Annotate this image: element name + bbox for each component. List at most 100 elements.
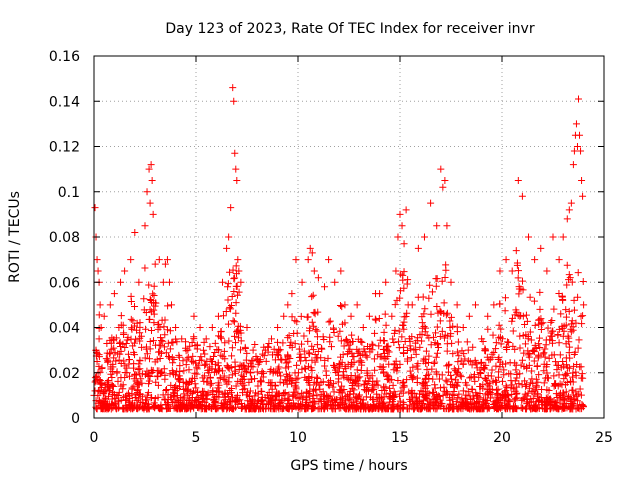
data-point <box>513 261 521 269</box>
data-point <box>158 349 166 357</box>
data-point <box>443 340 451 348</box>
data-point <box>508 267 516 275</box>
data-point <box>96 388 104 396</box>
data-point <box>403 376 411 384</box>
data-point <box>400 349 408 357</box>
data-point <box>301 364 309 372</box>
data-point <box>105 392 113 400</box>
data-point <box>456 371 464 379</box>
data-point <box>402 206 410 214</box>
data-point <box>514 176 522 184</box>
data-point <box>169 389 177 397</box>
data-point <box>99 402 107 410</box>
data-point <box>304 256 312 264</box>
data-point <box>313 392 321 400</box>
data-point <box>237 337 245 345</box>
data-point <box>324 404 332 412</box>
data-point <box>398 333 406 341</box>
data-point <box>362 352 370 360</box>
data-point <box>488 366 496 374</box>
data-point <box>481 346 489 354</box>
data-point <box>151 302 159 310</box>
data-point <box>475 403 483 411</box>
data-point <box>574 269 582 277</box>
data-point <box>294 390 302 398</box>
data-point <box>196 324 204 331</box>
data-point <box>268 385 276 393</box>
data-point <box>306 381 314 389</box>
data-point <box>258 370 266 378</box>
data-point <box>571 396 579 404</box>
data-point <box>324 397 332 405</box>
data-point <box>574 293 582 301</box>
data-point <box>384 353 392 361</box>
data-point <box>120 357 128 365</box>
data-point <box>516 312 524 320</box>
data-point <box>308 318 316 326</box>
data-point <box>433 303 441 311</box>
data-point <box>226 303 234 311</box>
data-point <box>446 317 454 325</box>
data-point <box>459 387 467 395</box>
data-point <box>480 364 488 372</box>
data-point <box>407 397 415 405</box>
data-point <box>528 367 536 375</box>
data-point <box>427 199 435 207</box>
data-point <box>357 337 365 345</box>
data-point <box>347 312 355 320</box>
data-point <box>521 320 529 328</box>
data-point <box>551 381 559 389</box>
data-point <box>103 349 111 357</box>
y-tick-label: 0.06 <box>49 275 80 291</box>
data-point <box>227 305 235 313</box>
data-point <box>386 376 394 384</box>
data-point <box>251 375 259 383</box>
data-point <box>400 325 408 333</box>
data-point <box>119 385 127 393</box>
data-point <box>190 312 198 320</box>
data-point <box>386 384 394 392</box>
data-point <box>526 349 534 357</box>
data-point <box>325 382 333 390</box>
data-point <box>423 366 431 374</box>
data-point <box>448 390 456 398</box>
data-point <box>120 331 128 339</box>
data-point <box>224 363 232 371</box>
data-point <box>559 233 567 241</box>
data-point <box>562 340 570 348</box>
data-point <box>344 375 352 383</box>
data-point <box>348 331 356 339</box>
data-point <box>145 281 153 289</box>
data-point <box>409 363 417 371</box>
data-point <box>161 260 169 268</box>
data-point <box>418 380 426 388</box>
data-point <box>166 345 174 353</box>
data-point <box>529 380 537 388</box>
data-point <box>299 392 307 400</box>
data-point <box>425 352 433 360</box>
data-point <box>414 244 422 252</box>
data-point <box>130 348 138 356</box>
data-point <box>374 351 382 359</box>
data-point <box>131 322 139 330</box>
data-point <box>378 365 386 373</box>
data-point <box>468 399 476 407</box>
data-point <box>260 401 268 409</box>
data-point <box>540 367 548 375</box>
data-point <box>492 345 500 353</box>
data-point <box>236 361 244 369</box>
data-point <box>342 365 350 373</box>
data-point <box>537 244 545 252</box>
data-point <box>308 342 316 350</box>
data-point <box>545 354 553 362</box>
data-point <box>238 399 246 407</box>
data-point <box>336 400 344 408</box>
data-point <box>135 278 143 286</box>
data-point <box>283 404 291 412</box>
data-point <box>219 405 227 413</box>
data-point <box>93 256 101 264</box>
data-point <box>129 404 137 412</box>
data-point <box>231 358 239 366</box>
data-point <box>292 256 300 264</box>
y-tick-label: 0.04 <box>49 321 80 337</box>
